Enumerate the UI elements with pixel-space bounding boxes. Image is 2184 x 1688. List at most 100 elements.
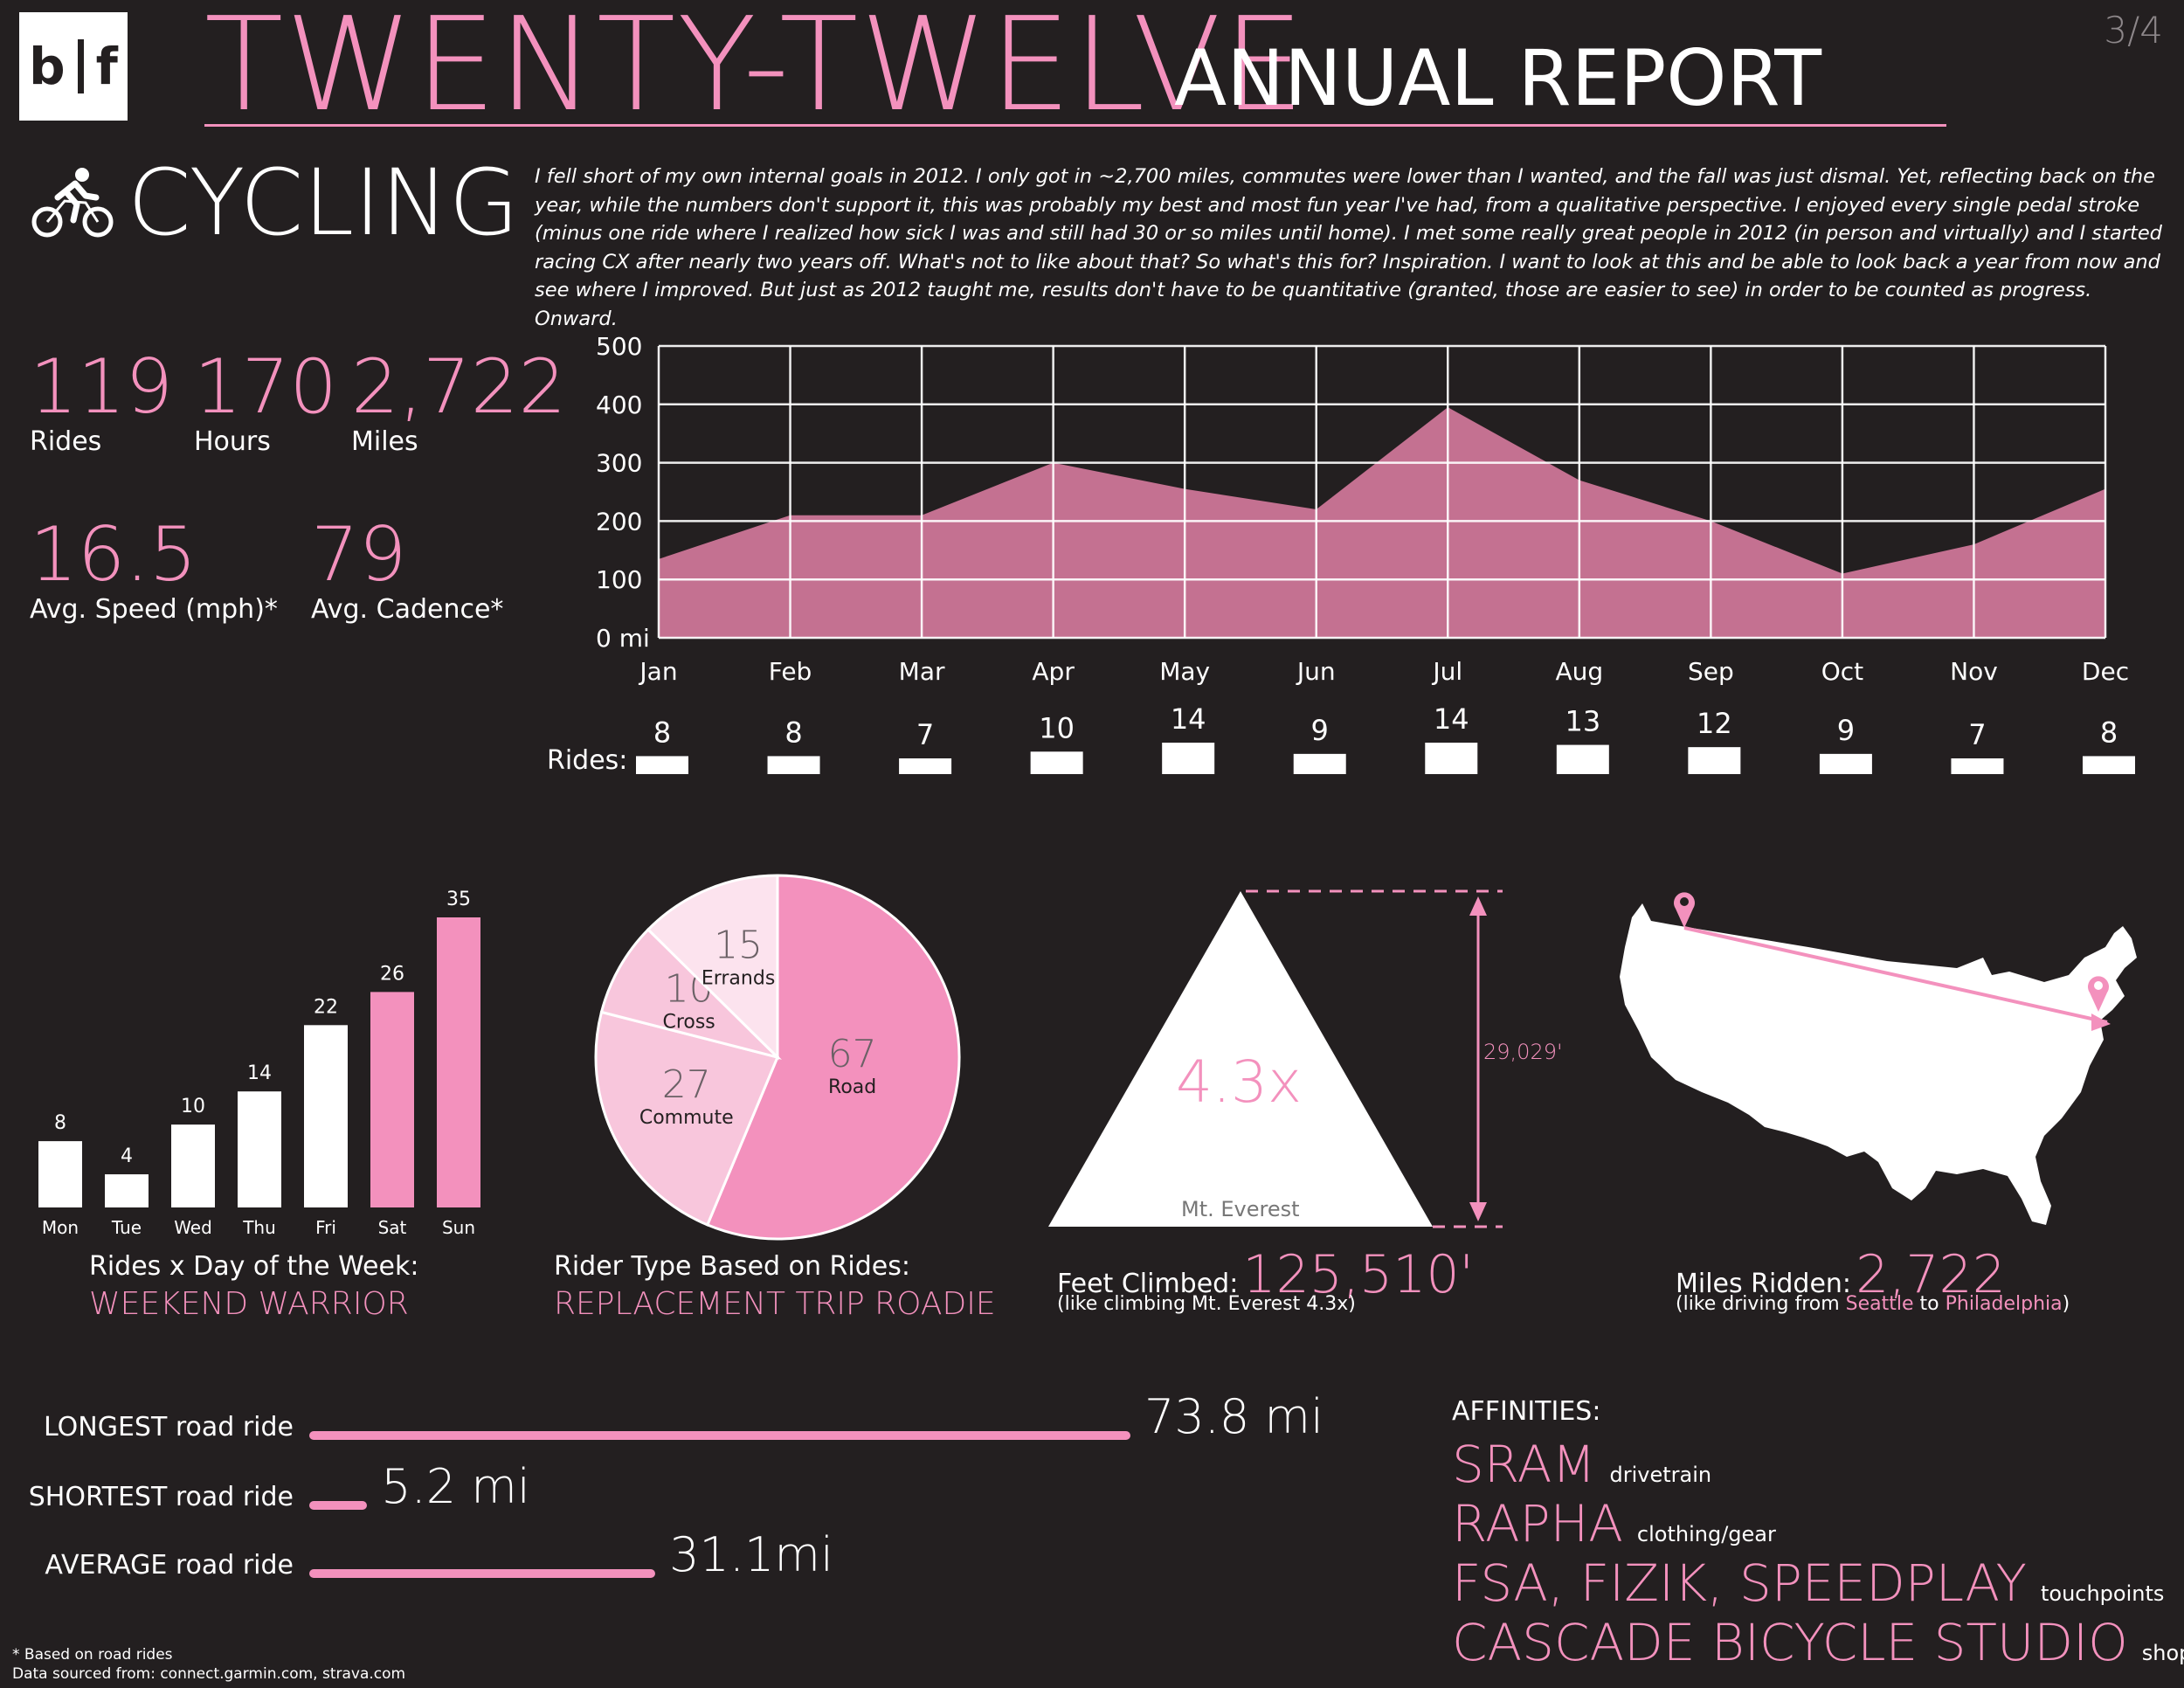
x-tick-label: Mar: [899, 657, 945, 686]
city-to: Philadelphia: [1945, 1293, 2063, 1315]
pie-slice: [594, 1010, 780, 1227]
x-tick-label: Jun: [1296, 657, 1336, 686]
us-map: [1620, 892, 2137, 1225]
everest-graphic: [1048, 889, 1503, 1228]
dow-bar-value: 26: [380, 963, 404, 985]
affinity-item: RAPHA clothing/gear: [1452, 1494, 2184, 1553]
road-ride-value: 73.8 mi: [1144, 1389, 1324, 1444]
pie-slice-label: Commute: [639, 1107, 734, 1129]
rides-count-label: 7: [916, 718, 934, 751]
page-title: TWENTY-TWELVE: [204, 0, 1307, 140]
x-tick-label: Dec: [2082, 657, 2129, 686]
affinity-type: touchpoints: [2040, 1581, 2165, 1606]
stat-miles: 2,722 Miles: [351, 348, 566, 457]
dow-bar-value: 10: [181, 1096, 205, 1117]
us-map-shape: [1620, 903, 2137, 1225]
everest-height: 29,029': [1483, 1040, 1563, 1064]
pie-slice-value: 15: [714, 924, 763, 968]
stat-avg-speed: 16.5 Avg. Speed (mph)*: [30, 515, 278, 625]
road-ride-bar: [309, 1501, 368, 1510]
y-tick-label: 100: [596, 565, 642, 594]
stat-label: Hours: [194, 426, 271, 457]
affinities-title: AFFINITIES:: [1452, 1396, 1601, 1427]
logo-left-letter: b: [29, 37, 66, 96]
footnote-sources: Data sourced from: connect.garmin.com, s…: [12, 1665, 406, 1683]
miles-ridden-note: (like driving from Seattle to Philadelph…: [1676, 1293, 2070, 1315]
monthly-miles-chart: 0 mi 100 200 300 400 500 Jan Feb Mar Apr May Jun Jul…: [547, 332, 2135, 776]
road-ride-label: SHORTEST road ride: [28, 1482, 294, 1512]
rides-count-label: 14: [1434, 702, 1469, 736]
affinity-brand: RAPHA: [1452, 1494, 1623, 1553]
affinity-item: SRAM drivetrain: [1452, 1435, 2184, 1494]
dow-bar-value: 22: [314, 996, 338, 1018]
pie-slice: [599, 927, 783, 1060]
rides-count-label: 14: [1171, 702, 1206, 736]
affinity-brand: CASCADE BICYCLE STUDIO: [1452, 1613, 2128, 1672]
logo: b f: [19, 12, 128, 121]
affinity-brand: FSA, FIZIK, SPEEDPLAY: [1452, 1553, 2027, 1613]
dow-bar: [304, 1025, 348, 1207]
x-tick-label: Aug: [1555, 657, 1603, 686]
affinity-type: shop: [2141, 1641, 2184, 1665]
dow-bar-value: 8: [54, 1112, 66, 1134]
x-tick-label: Sep: [1688, 657, 1734, 686]
y-tick-label: 400: [596, 391, 642, 419]
page-subtitle: ANNUAL REPORT: [1174, 33, 1822, 123]
rides-count-bar: [636, 756, 688, 774]
note-prefix: (like driving from: [1676, 1293, 1846, 1315]
rides-count-bar: [1293, 753, 1346, 774]
intro-paragraph: I fell short of my own internal goals in…: [535, 165, 2162, 330]
stat-label: Rides: [30, 426, 102, 457]
rides-count-bar: [1556, 744, 1609, 774]
rides-count-bar: [1162, 743, 1215, 774]
monthly-miles-area: [659, 407, 2105, 638]
arrow-right-icon: [2091, 1013, 2111, 1031]
rides-count-bar: [899, 758, 952, 774]
dow-bar: [437, 917, 480, 1207]
rides-count-bar: [1819, 753, 1872, 774]
stat-label: Avg. Speed (mph)*: [30, 594, 278, 625]
feet-climbed: Feet Climbed: 125,510': [1057, 1244, 1474, 1305]
y-tick-label: 500: [596, 332, 642, 361]
rides-count-label: 8: [653, 716, 671, 749]
affinity-item: CASCADE BICYCLE STUDIO shop: [1452, 1613, 2184, 1672]
pie-chart-title: Rider Type Based on Rides:: [554, 1251, 910, 1282]
rides-count-label: 9: [1837, 714, 1855, 747]
road-ride-value: 31.1mi: [669, 1527, 833, 1582]
affinities-list: SRAM drivetrain RAPHA clothing/gear FSA, F…: [1452, 1435, 2184, 1672]
x-tick-label: Apr: [1032, 657, 1075, 686]
x-tick-label: Oct: [1821, 657, 1863, 686]
footnote-road-rides: * Based on road rides: [12, 1646, 173, 1664]
arrow-up-icon: [1469, 896, 1487, 916]
title-underline: [204, 124, 1946, 127]
x-tick-label: Feb: [769, 657, 812, 686]
rides-count-label: 10: [1039, 711, 1075, 744]
rides-count-bar: [2083, 756, 2135, 774]
stat-value: 170: [194, 343, 338, 431]
miles-ridden: Miles Ridden: 2,722: [1676, 1244, 2006, 1305]
road-ride-bar: [309, 1431, 1130, 1440]
rides-count-label: 8: [2100, 716, 2118, 749]
affinity-brand: SRAM: [1452, 1435, 1596, 1494]
stat-value: 79: [311, 511, 407, 598]
day-of-week-chart: 8 Mon 4 Tue 10 Wed 14 Thu 22 Fri 26 Sat 35 Sun: [38, 889, 480, 1238]
logo-right-letter: f: [95, 37, 118, 96]
everest-label: Mt. Everest: [1181, 1197, 1300, 1221]
arrow-down-icon: [1469, 1202, 1487, 1221]
rides-count-bar: [1030, 751, 1083, 774]
y-tick-label: 300: [596, 449, 642, 478]
road-ride-label: AVERAGE road ride: [45, 1550, 294, 1581]
route-line: [1683, 926, 2108, 1024]
rides-count-label: 13: [1565, 705, 1600, 738]
pie-slice-label: Errands: [702, 968, 775, 990]
dow-bar-category: Sat: [378, 1217, 407, 1238]
city-from: Seattle: [1845, 1293, 1914, 1315]
dow-bar-value: 4: [121, 1145, 133, 1167]
dow-bar-category: Thu: [242, 1217, 276, 1238]
everest-triangle: [1048, 891, 1433, 1227]
bicycle-rider-icon: [31, 168, 114, 238]
stat-label: Avg. Cadence*: [311, 594, 504, 625]
section-title: CYCLING: [128, 149, 520, 256]
miles-ridden-label: Miles Ridden:: [1676, 1269, 1852, 1299]
road-ride-value: 5.2 mi: [381, 1459, 530, 1514]
